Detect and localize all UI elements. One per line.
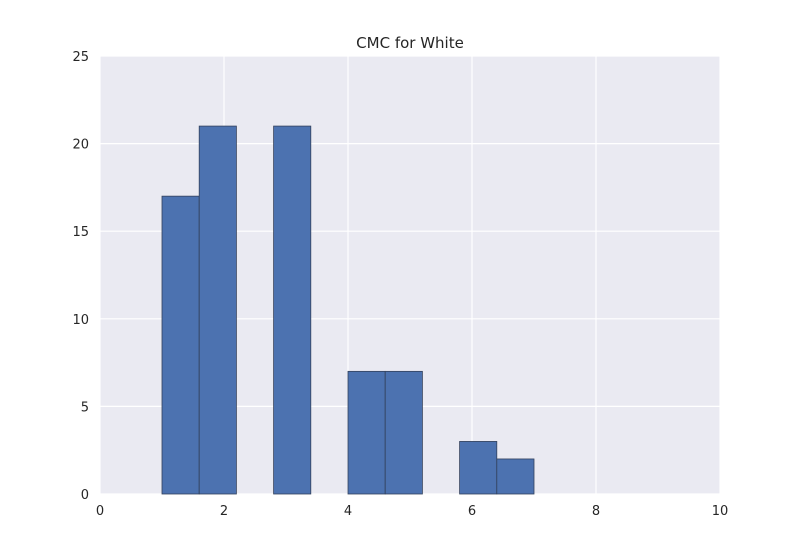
y-tick-label: 15 [72, 225, 89, 240]
x-tick-label: 2 [220, 504, 228, 519]
bars [161, 125, 535, 495]
x-axis-ticks: 0 2 4 6 8 10 [96, 504, 728, 519]
y-tick-label: 0 [81, 488, 89, 503]
histogram-bar [384, 370, 423, 495]
y-tick-label: 25 [72, 50, 89, 65]
y-axis-ticks: 0 5 10 15 20 25 [72, 50, 89, 503]
x-tick-label: 10 [712, 504, 729, 519]
chart-title: CMC for White [356, 34, 464, 52]
histogram-bar [347, 370, 386, 495]
histogram-bar [273, 125, 312, 495]
x-tick-label: 4 [344, 504, 352, 519]
x-tick-label: 6 [468, 504, 476, 519]
x-tick-label: 8 [592, 504, 600, 519]
x-tick-label: 0 [96, 504, 104, 519]
y-tick-label: 20 [72, 138, 89, 153]
y-tick-label: 10 [72, 313, 89, 328]
histogram-bar [161, 195, 200, 495]
histogram-bar [198, 125, 237, 495]
histogram-bar [459, 441, 498, 495]
y-tick-label: 5 [81, 400, 89, 415]
histogram-bar [496, 458, 535, 495]
